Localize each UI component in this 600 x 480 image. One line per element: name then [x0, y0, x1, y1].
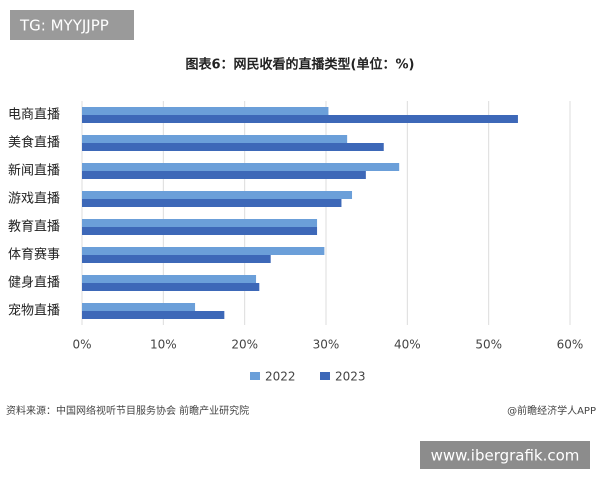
y-tick-label: 宠物直播 — [8, 303, 60, 319]
bar — [82, 219, 318, 227]
legend-label: 2022 — [265, 370, 296, 384]
y-tick-label: 教育直播 — [8, 219, 60, 235]
tag: TG: MYYJJPP — [19, 17, 109, 35]
bar — [82, 247, 325, 255]
credit: @前瞻经济学人APP — [507, 404, 596, 417]
bar — [82, 171, 366, 179]
y-tick-label: 美食直播 — [8, 135, 60, 151]
legend-swatch — [320, 372, 330, 380]
x-tick-label: 30% — [313, 338, 340, 352]
legend-swatch — [250, 372, 260, 380]
bar — [82, 275, 257, 283]
bar — [82, 303, 196, 311]
bar — [82, 107, 329, 115]
y-tick-label: 新闻直播 — [8, 163, 60, 179]
x-tick-label: 40% — [394, 338, 421, 352]
x-tick-label: 0% — [72, 338, 91, 352]
bar — [82, 283, 260, 291]
bar — [82, 227, 318, 235]
source: 资料来源：中国网络视听节目服务协会 前瞻产业研究院 — [6, 404, 249, 417]
x-tick-label: 50% — [475, 338, 502, 352]
x-tick-label: 10% — [150, 338, 177, 352]
bar — [82, 199, 342, 207]
bar — [82, 191, 353, 199]
x-tick-label: 20% — [231, 338, 258, 352]
x-tick-label: 60% — [557, 338, 584, 352]
watermark-box — [420, 441, 590, 469]
y-tick-label: 游戏直播 — [8, 192, 60, 207]
bar — [82, 163, 400, 171]
bar — [82, 115, 518, 123]
legend-label: 2023 — [335, 370, 366, 384]
bar — [82, 135, 348, 143]
bar — [82, 143, 384, 151]
bar — [82, 311, 225, 319]
tag-box — [10, 10, 134, 40]
y-tick-label: 电商直播 — [8, 108, 60, 123]
bar — [82, 255, 271, 263]
watermark: www.ibergrafik.com — [431, 447, 580, 465]
y-tick-label: 体育赛事 — [8, 247, 60, 263]
y-tick-label: 健身直播 — [8, 275, 60, 291]
chart-title: 图表6：网民收看的直播类型(单位：%) — [186, 57, 415, 73]
